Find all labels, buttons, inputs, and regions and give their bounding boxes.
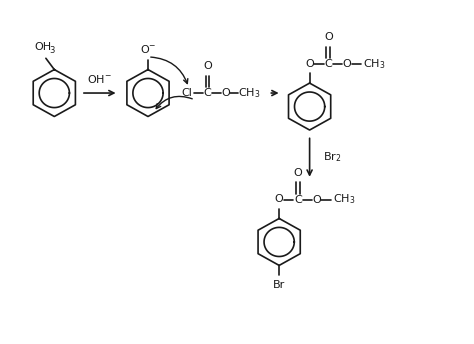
Text: CH$_3$: CH$_3$ [333, 193, 355, 206]
Text: OH: OH [35, 42, 52, 52]
Text: Br: Br [273, 280, 285, 290]
Text: O: O [343, 59, 351, 69]
Text: Cl: Cl [182, 88, 192, 98]
Text: C: C [294, 194, 302, 205]
Text: O: O [221, 88, 230, 98]
Text: CH$_3$: CH$_3$ [238, 86, 261, 100]
Text: C: C [325, 59, 332, 69]
Text: O: O [305, 59, 314, 69]
Text: Br$_2$: Br$_2$ [323, 151, 341, 164]
Text: O: O [312, 194, 321, 205]
Text: 3: 3 [50, 46, 55, 55]
Text: C: C [204, 88, 211, 98]
Text: O: O [324, 32, 333, 43]
Text: O: O [275, 194, 283, 204]
Text: O: O [203, 61, 212, 71]
Text: O: O [293, 168, 302, 178]
Text: OH$^{-}$: OH$^{-}$ [87, 73, 112, 85]
Text: CH$_3$: CH$_3$ [363, 57, 385, 71]
Text: O$^{-}$: O$^{-}$ [140, 43, 156, 55]
